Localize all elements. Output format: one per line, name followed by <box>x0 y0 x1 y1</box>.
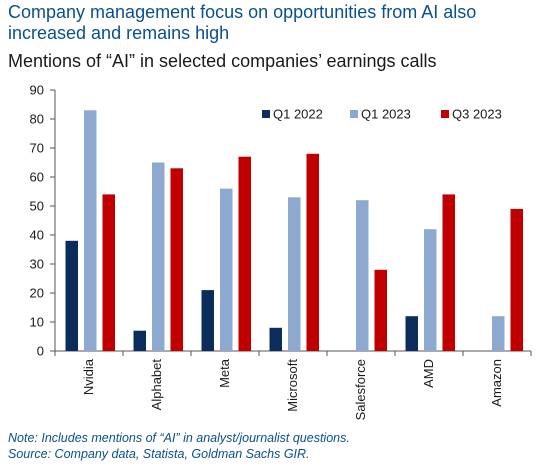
bar-nvidia-q1-2023 <box>84 110 97 351</box>
bar-microsoft-q3-2023 <box>306 153 319 351</box>
x-category-label: Nvidia <box>81 358 96 395</box>
source-text: Source: Company data, Statista, Goldman … <box>8 447 310 461</box>
bar-microsoft-q1-2022 <box>269 327 282 351</box>
y-tick-label: 0 <box>37 344 44 359</box>
bar-nvidia-q1-2022 <box>65 240 78 351</box>
bar-salesforce-q3-2023 <box>374 269 387 351</box>
y-tick-label: 90 <box>30 83 44 98</box>
bar-alphabet-q1-2023 <box>152 162 165 351</box>
bar-amd-q3-2023 <box>442 194 455 351</box>
bar-meta-q1-2022 <box>201 290 214 351</box>
legend: Q1 2022 Q1 2023 Q3 2023 <box>262 107 502 122</box>
y-tick-label: 40 <box>30 228 44 243</box>
bar-nvidia-q3-2023 <box>102 194 115 351</box>
bar-amazon-q1-2023 <box>492 316 505 351</box>
x-category-label: AMD <box>421 359 436 388</box>
legend-label: Q1 2022 <box>273 107 323 122</box>
x-category-label: Microsoft <box>285 359 300 412</box>
note-text: Note: Includes mentions of “AI” in analy… <box>8 431 350 445</box>
x-category-label: Meta <box>217 358 232 388</box>
y-tick-label: 80 <box>30 112 44 127</box>
y-tick-label: 10 <box>30 315 44 330</box>
bar-amd-q1-2022 <box>405 316 418 351</box>
y-tick-label: 60 <box>30 170 44 185</box>
x-category-label: Salesforce <box>353 359 368 420</box>
bar-meta-q3-2023 <box>238 156 251 351</box>
bar-chart: 0 10 20 30 40 50 60 70 80 90 Nvidia Alphabet Meta Mic… <box>30 83 532 420</box>
bar-meta-q1-2023 <box>220 188 233 351</box>
bar-salesforce-q1-2023 <box>356 200 369 351</box>
bar-microsoft-q1-2023 <box>288 197 301 351</box>
y-tick-label: 50 <box>30 199 44 214</box>
chart-note: Note: Includes mentions of “AI” in analy… <box>8 430 350 462</box>
legend-label: Q1 2023 <box>361 107 411 122</box>
legend-swatch <box>262 110 270 118</box>
chart-subtitle: Mentions of “AI” in selected companies’ … <box>8 51 437 71</box>
bar-amd-q1-2023 <box>424 229 437 351</box>
bar-amazon-q3-2023 <box>510 208 523 351</box>
legend-label: Q3 2023 <box>452 107 502 122</box>
legend-swatch <box>350 110 358 118</box>
x-category-label: Alphabet <box>149 359 164 411</box>
x-category-label: Amazon <box>489 359 504 407</box>
legend-swatch <box>441 110 449 118</box>
y-tick-label: 70 <box>30 141 44 156</box>
y-tick-label: 30 <box>30 257 44 272</box>
bar-alphabet-q1-2022 <box>133 330 146 351</box>
bars-group <box>65 110 523 351</box>
y-tick-label: 20 <box>30 286 44 301</box>
axes-group: 0 10 20 30 40 50 60 70 80 90 Nvidia Alphabet Meta Mic… <box>30 83 532 420</box>
bar-alphabet-q3-2023 <box>170 168 183 351</box>
chart-headline: Company management focus on opportunitie… <box>8 2 477 43</box>
